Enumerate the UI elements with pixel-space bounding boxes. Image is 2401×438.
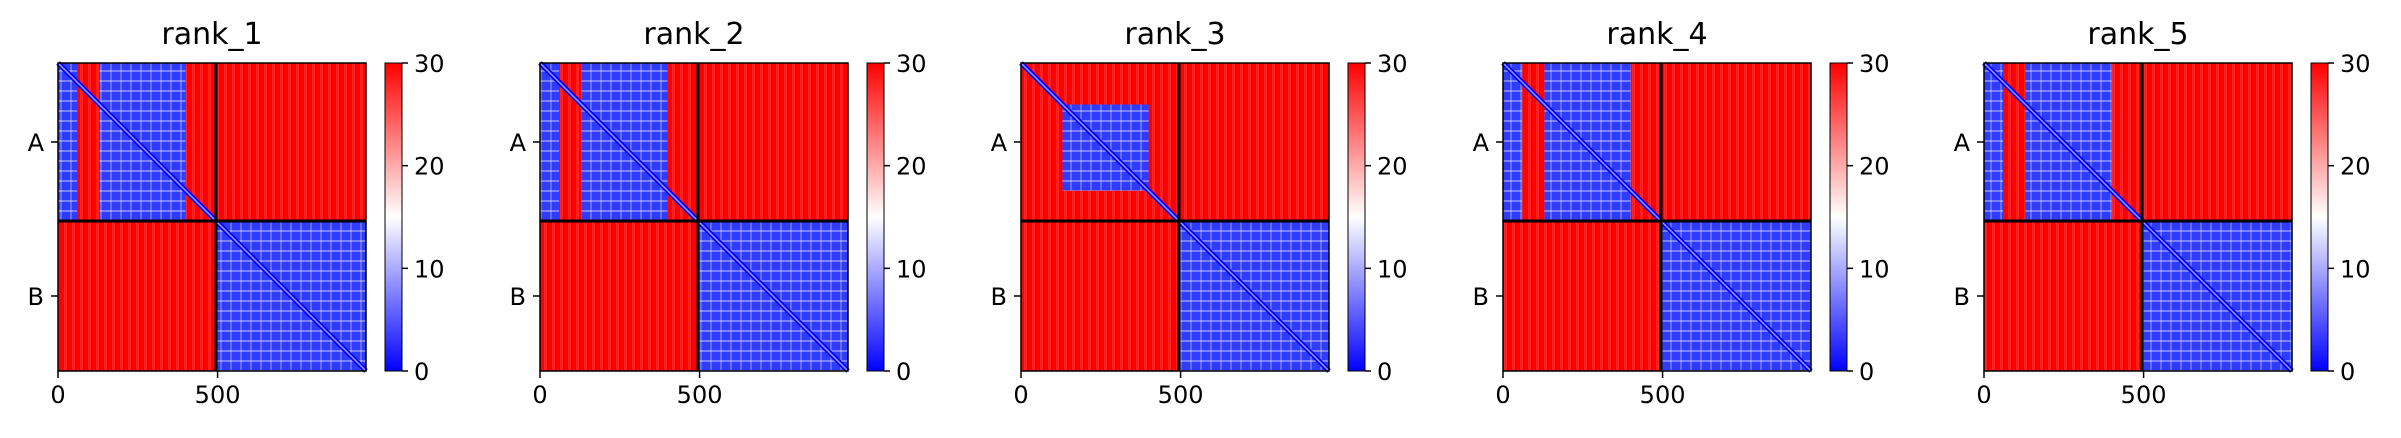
y-tick-label: B <box>510 283 526 311</box>
colorbar-tick-label: 0 <box>2340 358 2355 386</box>
panel-title: rank_2 <box>643 17 744 52</box>
low-error-block <box>540 63 560 221</box>
colorbar-tick-label: 0 <box>1859 358 1874 386</box>
colorbar-tick-label: 20 <box>2340 153 2371 181</box>
colorbar-tick-label: 20 <box>414 153 445 181</box>
panel-title: rank_3 <box>1124 17 1225 52</box>
panel-title: rank_5 <box>2087 17 2188 52</box>
y-tick-label: A <box>1954 129 1971 157</box>
y-tick-label: B <box>991 283 1007 311</box>
x-tick-label: 0 <box>1013 381 1028 409</box>
colorbar-tick-label: 30 <box>896 50 927 78</box>
low-error-block <box>581 63 668 221</box>
x-tick-label: 0 <box>50 381 65 409</box>
panel-rank_1: rank_1 A B 0 500 0 10 20 30 <box>28 17 445 409</box>
x-tick-label: 500 <box>195 381 241 409</box>
x-tick-label: 0 <box>1976 381 1991 409</box>
colorbar-tick-label: 30 <box>414 50 445 78</box>
y-tick-label: B <box>28 283 44 311</box>
low-error-block <box>1984 63 2004 221</box>
y-tick-label: A <box>28 129 45 157</box>
x-tick-label: 500 <box>1640 381 1686 409</box>
x-tick-label: 500 <box>677 381 723 409</box>
colorbar-tick-label: 10 <box>896 255 927 283</box>
colorbar-tick-label: 20 <box>896 153 927 181</box>
y-tick-label: B <box>1473 283 1489 311</box>
panel-rank_3: rank_3 A B 0 500 0 10 20 30 <box>991 17 1408 409</box>
low-error-block <box>99 63 186 221</box>
colorbar-tick-label: 10 <box>1859 255 1890 283</box>
x-tick-label: 500 <box>2121 381 2167 409</box>
plot-frame <box>1020 62 1330 372</box>
colorbar-tick-label: 0 <box>896 358 911 386</box>
panel-rank_5: rank_5 A B 0 500 0 10 20 30 <box>1954 17 2371 409</box>
diagonal-highlight <box>539 62 849 372</box>
x-tick-label: 500 <box>1158 381 1204 409</box>
low-error-block <box>2025 63 2112 221</box>
colorbar <box>2310 62 2329 372</box>
low-error-block <box>1544 63 1631 221</box>
plot-frame <box>57 62 367 372</box>
colorbar <box>866 62 885 372</box>
colorbar-tick-label: 10 <box>414 255 445 283</box>
diagonal-highlight <box>57 62 367 372</box>
y-tick-label: B <box>1954 283 1970 311</box>
plot-frame <box>1502 62 1812 372</box>
panel-title: rank_1 <box>161 17 262 52</box>
colorbar-tick-label: 10 <box>2340 255 2371 283</box>
colorbar <box>1829 62 1848 372</box>
y-tick-label: A <box>991 129 1008 157</box>
colorbar-tick-label: 20 <box>1377 153 1408 181</box>
x-tick-label: 0 <box>532 381 547 409</box>
diagonal-highlight <box>1020 62 1330 372</box>
colorbar-tick-label: 10 <box>1377 255 1408 283</box>
colorbar-tick-label: 30 <box>2340 50 2371 78</box>
diagonal-highlight <box>1502 62 1812 372</box>
diagonal-highlight <box>1983 62 2293 372</box>
colorbar <box>1347 62 1366 372</box>
panel-rank_2: rank_2 A B 0 500 0 10 20 30 <box>510 17 927 409</box>
colorbar-tick-label: 0 <box>1377 358 1392 386</box>
colorbar-tick-label: 0 <box>414 358 429 386</box>
colorbar-tick-label: 30 <box>1377 50 1408 78</box>
colorbar <box>384 62 403 372</box>
x-tick-label: 0 <box>1495 381 1510 409</box>
panel-rank_4: rank_4 A B 0 500 0 10 20 30 <box>1473 17 1890 409</box>
colorbar-tick-label: 20 <box>1859 153 1890 181</box>
colorbar-tick-label: 30 <box>1859 50 1890 78</box>
low-error-block <box>58 63 78 221</box>
plot-frame <box>539 62 849 372</box>
low-error-block <box>1503 63 1523 221</box>
panel-title: rank_4 <box>1606 17 1707 52</box>
y-tick-label: A <box>1473 129 1490 157</box>
plot-frame <box>1983 62 2293 372</box>
y-tick-label: A <box>510 129 527 157</box>
